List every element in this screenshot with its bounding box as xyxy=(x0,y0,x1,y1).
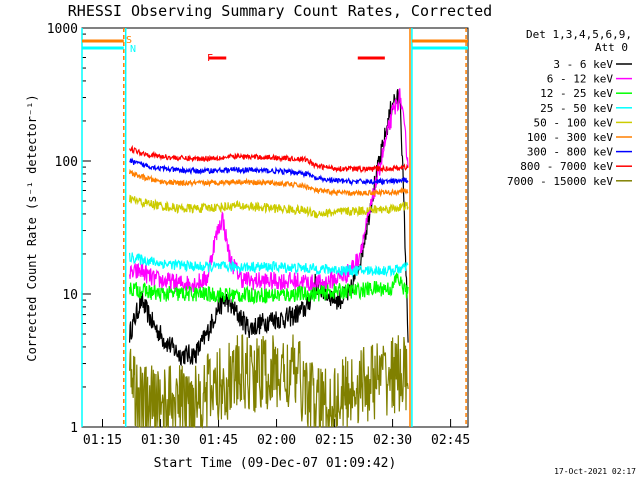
series-line-8 xyxy=(129,334,409,429)
plot-area: 01:15 01:30 01:45 02:00 02:15 02:30 02:45 1101… xyxy=(47,22,470,448)
series-line-5 xyxy=(129,168,409,198)
y-tick-label: 1000 xyxy=(47,22,78,37)
series-line-1 xyxy=(129,88,409,293)
legend-entry-label: 50 - 100 keV xyxy=(534,116,614,129)
x-axis-label: Start Time (09-Dec-07 01:09:42) xyxy=(154,456,397,471)
night-label: N xyxy=(130,44,136,55)
status-markers: SN F xyxy=(82,35,468,64)
series-line-4 xyxy=(129,194,409,219)
generation-timestamp: 17-Oct-2021 02:17 xyxy=(554,467,636,476)
observing-bands xyxy=(81,28,467,427)
x-tick-label: 02:15 xyxy=(315,433,354,448)
series-group xyxy=(129,88,409,429)
legend-header-line-2: Att 0 xyxy=(595,41,628,54)
x-axis-ticks: 01:15 01:30 01:45 02:00 02:15 02:30 02:45 xyxy=(83,419,470,448)
legend-entry-label: 800 - 7000 keV xyxy=(520,160,613,173)
legend-header-line-1: Det 1,3,4,5,6,9, xyxy=(526,28,632,41)
y-tick-label: 10 xyxy=(62,288,78,303)
series-line-7 xyxy=(129,144,409,174)
x-tick-label: 01:30 xyxy=(141,433,180,448)
x-tick-label: 01:15 xyxy=(83,433,122,448)
x-tick-label: 02:30 xyxy=(373,433,412,448)
series-line-2 xyxy=(129,272,409,305)
flare-label: F xyxy=(207,53,213,64)
y-tick-label: 1 xyxy=(70,421,78,436)
y-tick-label: 100 xyxy=(55,155,78,170)
series-line-0 xyxy=(129,89,409,367)
y-axis-ticks: 1 10 100 1000 xyxy=(47,22,91,436)
legend-entry-label: 100 - 300 keV xyxy=(527,131,613,144)
saa-label: S xyxy=(126,35,132,46)
legend-entry-label: 12 - 25 keV xyxy=(540,87,613,100)
legend-entry-label: 300 - 800 keV xyxy=(527,146,613,159)
legend-entry-label: 25 - 50 keV xyxy=(540,102,613,115)
x-tick-label: 02:45 xyxy=(431,433,470,448)
series-line-3 xyxy=(129,252,409,278)
series-line-6 xyxy=(129,157,409,187)
x-tick-label: 01:45 xyxy=(199,433,238,448)
legend-entry-label: 7000 - 15000 keV xyxy=(507,175,613,188)
x-tick-label: 02:00 xyxy=(257,433,296,448)
chart-title: RHESSI Observing Summary Count Rates, Co… xyxy=(68,2,492,20)
legend-entry-label: 6 - 12 keV xyxy=(547,73,614,86)
legend: Det 1,3,4,5,6,9, Att 0 3 - 6 keV 6 - 12 k… xyxy=(507,28,632,188)
legend-entry-label: 3 - 6 keV xyxy=(553,58,613,71)
y-axis-label: Corrected Count Rate (s⁻¹ detector⁻¹) xyxy=(25,94,39,361)
